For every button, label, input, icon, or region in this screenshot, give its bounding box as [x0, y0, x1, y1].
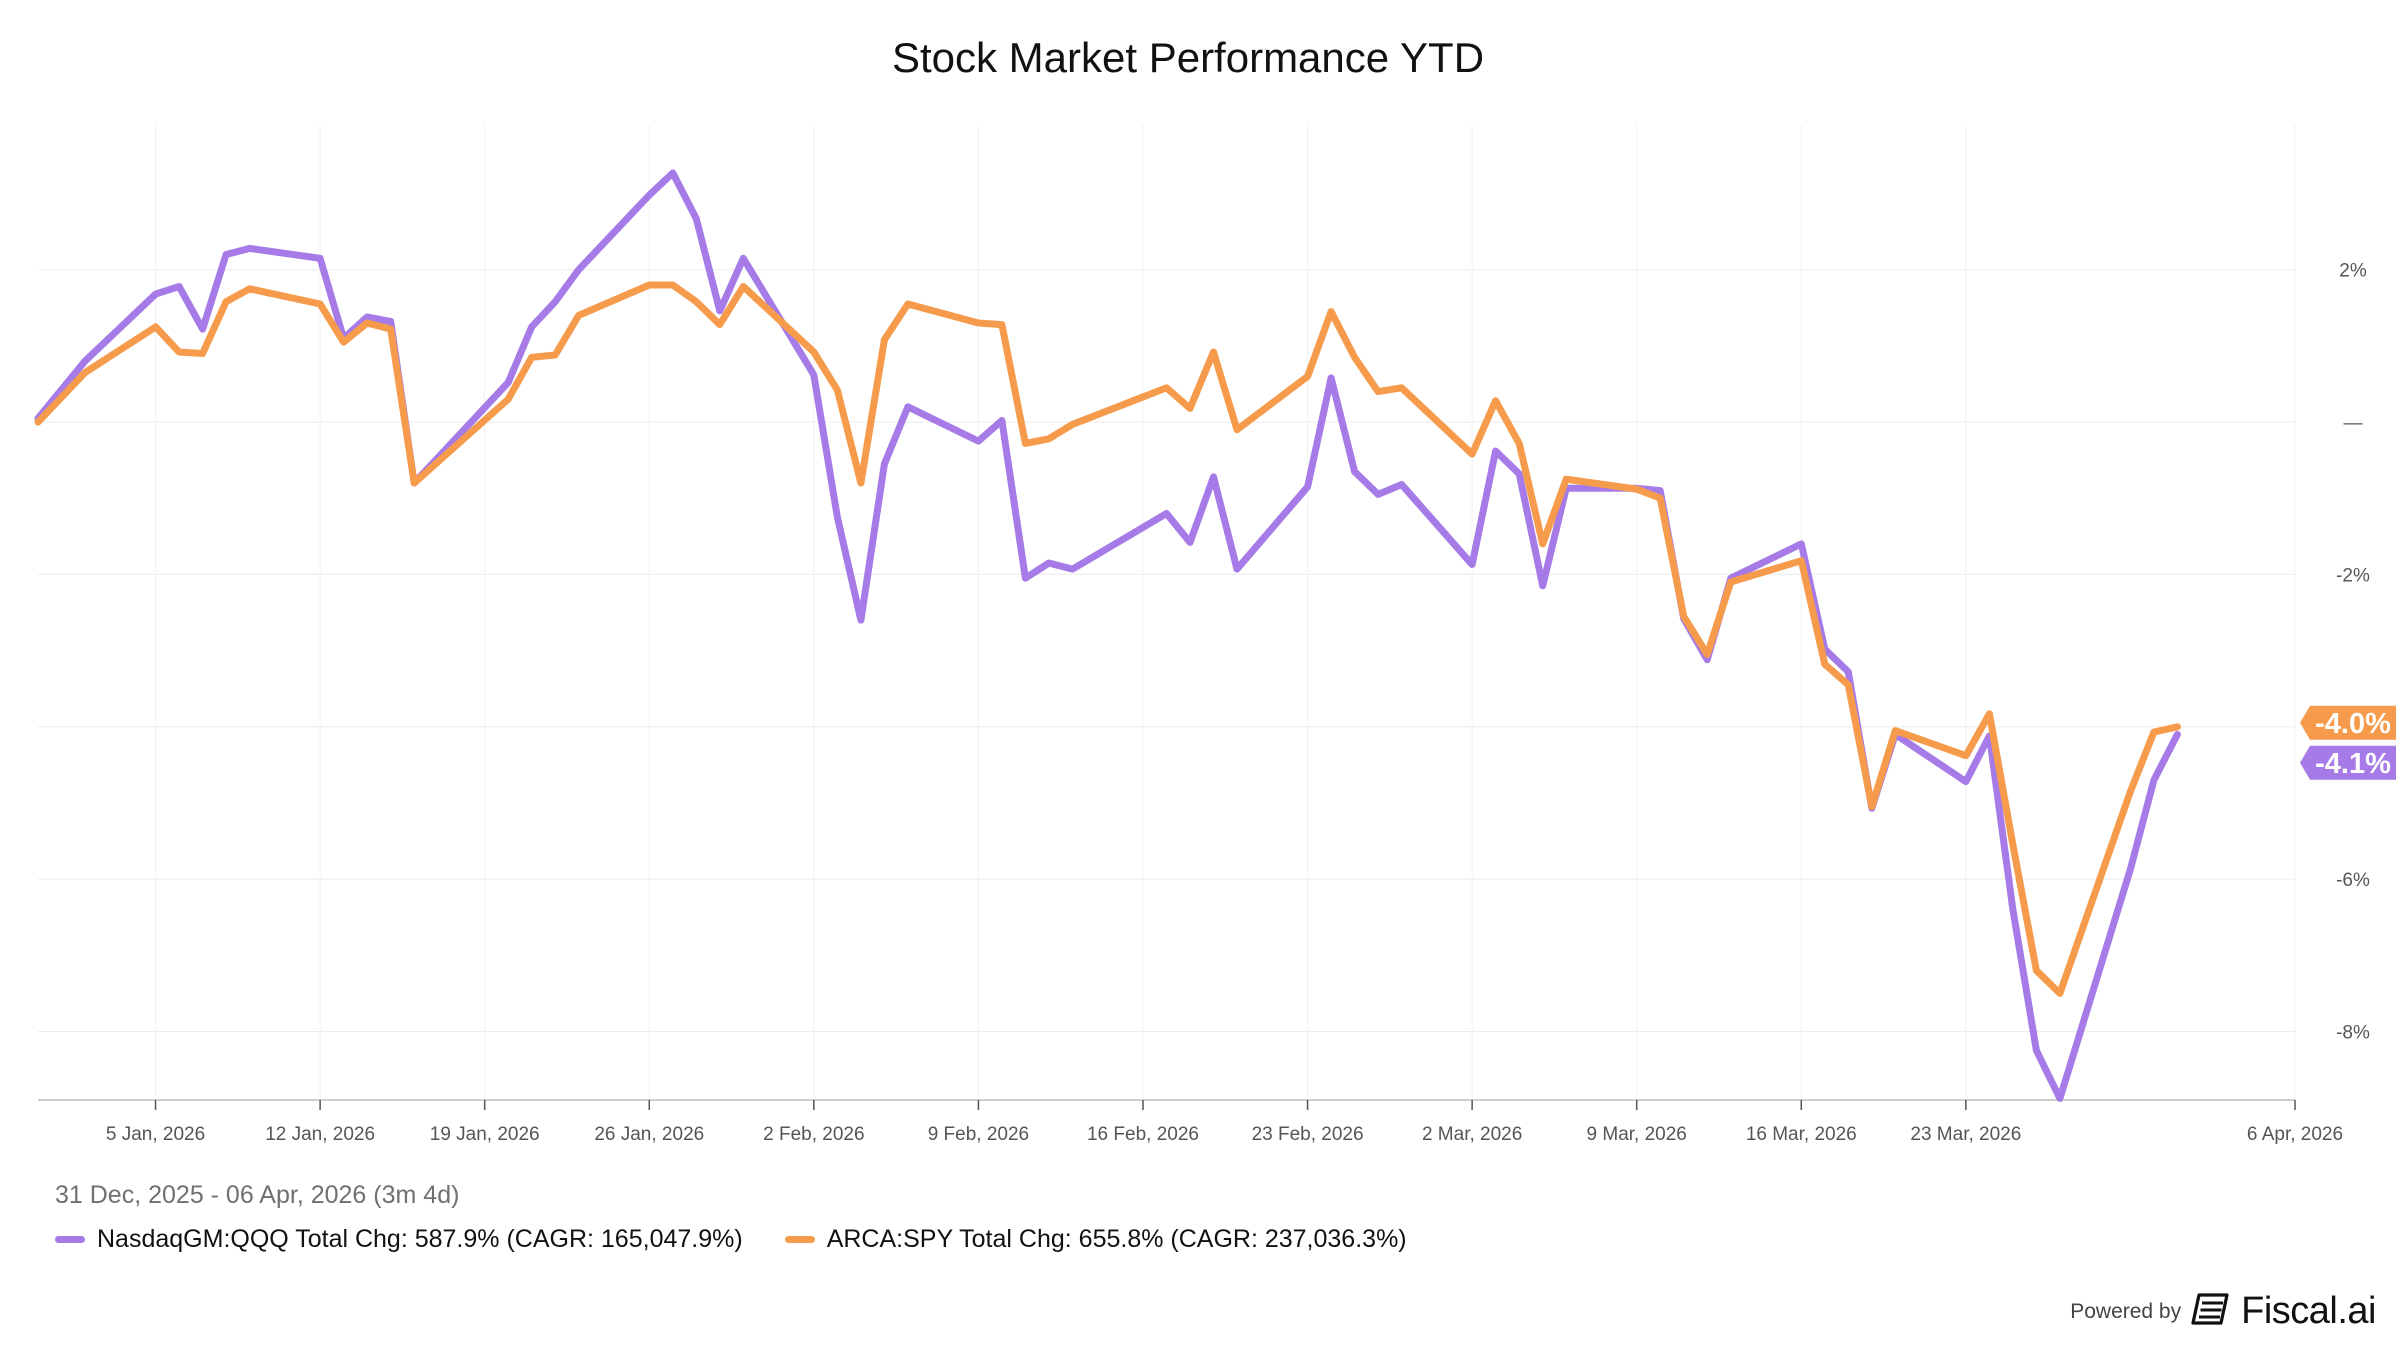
x-tick-label: 9 Mar, 2026	[1587, 1124, 1687, 1145]
x-tick-label: 9 Feb, 2026	[928, 1124, 1029, 1145]
grid	[38, 125, 2296, 1100]
date-range: 31 Dec, 2025 - 06 Apr, 2026 (3m 4d)	[55, 1181, 460, 1209]
legend-swatch-qqq	[55, 1236, 85, 1243]
legend: NasdaqGM:QQQ Total Chg: 587.9% (CAGR: 16…	[55, 1225, 1407, 1254]
x-tick-label: 23 Mar, 2026	[1910, 1124, 2021, 1145]
x-tick-label: 12 Jan, 2026	[265, 1124, 375, 1145]
x-tick-label: 26 Jan, 2026	[594, 1124, 704, 1145]
x-tick-label: 23 Feb, 2026	[1252, 1124, 1364, 1145]
legend-label-qqq: NasdaqGM:QQQ Total Chg: 587.9% (CAGR: 16…	[97, 1225, 743, 1253]
branding[interactable]: Powered by Fiscal.ai	[2070, 1290, 2376, 1333]
y-tick-label: -8%	[2336, 1022, 2370, 1043]
legend-item-spy[interactable]: ARCA:SPY Total Chg: 655.8% (CAGR: 237,03…	[784, 1225, 1407, 1254]
legend-swatch-spy	[784, 1236, 815, 1243]
y-axis: 2% — -2% -6% -8%	[2336, 261, 2370, 1044]
x-tick-label: 2 Mar, 2026	[1422, 1124, 1522, 1145]
end-label-text: -4.0%	[2315, 708, 2391, 740]
y-tick-label: —	[2344, 413, 2363, 434]
series-line-nasdaqgm-qqq[interactable]	[34, 169, 2181, 1102]
x-tick-label: 6 Apr, 2026	[2247, 1124, 2343, 1145]
x-axis: 5 Jan, 2026 12 Jan, 2026 19 Jan, 2026 26 Ja…	[38, 1099, 2343, 1145]
branding-name: Fiscal.ai	[2241, 1290, 2376, 1332]
end-label-badge	[2300, 745, 2396, 780]
y-tick-label: -6%	[2336, 870, 2370, 891]
end-labels: -4.0% -4.1%	[2300, 705, 2396, 780]
fiscal-ai-logo-icon	[2191, 1293, 2231, 1330]
series-line-arca-spy[interactable]	[34, 281, 2181, 997]
x-tick-label: 16 Feb, 2026	[1087, 1124, 1199, 1145]
y-tick-label: 2%	[2339, 261, 2367, 282]
x-tick-label: 16 Mar, 2026	[1746, 1124, 1857, 1145]
end-label-badge	[2300, 705, 2396, 740]
series-lines	[34, 169, 2181, 1102]
chart-title: Stock Market Performance YTD	[892, 34, 1484, 81]
y-tick-label: -2%	[2336, 565, 2370, 586]
branding-prefix: Powered by	[2070, 1299, 2182, 1323]
x-tick-label: 19 Jan, 2026	[430, 1124, 540, 1145]
x-tick-label: 5 Jan, 2026	[106, 1124, 205, 1145]
legend-label-spy: ARCA:SPY Total Chg: 655.8% (CAGR: 237,03…	[826, 1225, 1407, 1253]
legend-item-qqq[interactable]: NasdaqGM:QQQ Total Chg: 587.9% (CAGR: 16…	[55, 1225, 743, 1254]
end-label-text: -4.1%	[2315, 748, 2391, 780]
x-tick-label: 2 Feb, 2026	[763, 1124, 864, 1145]
